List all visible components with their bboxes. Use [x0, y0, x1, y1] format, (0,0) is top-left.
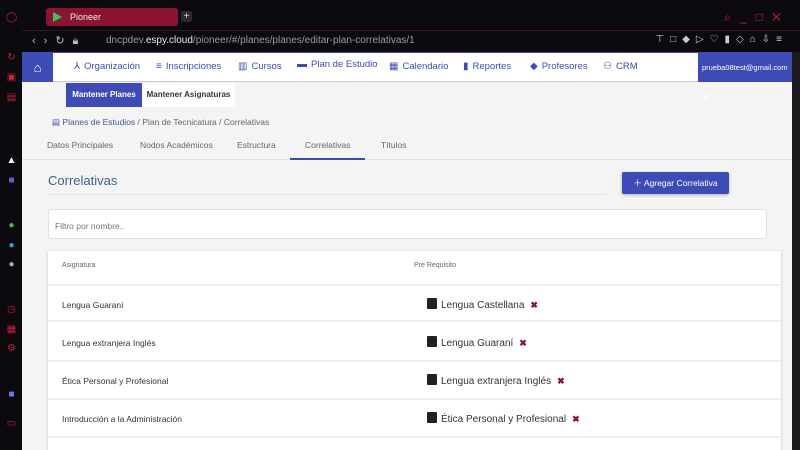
clock-icon[interactable]: ◷ [7, 304, 16, 315]
table-row: Ética Personal y Profesional Lengua extra… [48, 362, 781, 400]
refresh-icon[interactable]: ↻ [7, 52, 16, 63]
remove-icon[interactable]: ✖ [530, 300, 538, 310]
table-row: Lengua extranjera Inglés Lengua Guaraní ✖ [48, 324, 781, 362]
menu-plan-estudio[interactable]: ▬ Plan de Estudio [297, 59, 378, 70]
tabs: Datos Principales Nodos Académicos Estru… [22, 140, 792, 160]
column-header: Asignatura [62, 262, 96, 269]
subnav-mantener-asignaturas[interactable]: Mantener Asignaturas [142, 83, 235, 107]
scrollbar[interactable] [792, 52, 800, 450]
calendar-icon: ▦ [389, 61, 399, 72]
bitwarden-icon[interactable]: ■ [8, 389, 15, 400]
app-header: ⌂ ⅄ Organización ≡ Inscripciones ▥ Cursos ▬… [22, 52, 792, 101]
table-row: Lengua Guaraní Lengua Castellana ✖ [48, 284, 781, 322]
settings-icon[interactable]: ⚙ [7, 343, 16, 354]
breadcrumb-planes[interactable]: Planes de Estudios [62, 117, 136, 127]
list-icon: ▤ [52, 117, 61, 127]
bar-chart-icon: ▮ [463, 61, 469, 72]
toolbar-icons[interactable]: ⊤□◆▷♡▮◇⌂⇩≡ [655, 34, 788, 45]
remove-icon[interactable]: ✖ [519, 338, 527, 348]
more-icon[interactable]: ▭ [6, 418, 17, 429]
breadcrumb: ▤ Planes de Estudios / Plan de Tecnicatu… [52, 117, 270, 127]
correlativas-table: Asignatura Pre Requisito Lengua Guaraní L… [48, 251, 781, 450]
cards-icon: ◆ [530, 61, 538, 72]
browser-sidebar: ◯ ↻ ▣ ▤ ▲ ■ ● ● ● ◷ ▦ ⚙ ■ ▭ [0, 0, 22, 450]
wallet-icon[interactable]: ▤ [6, 92, 17, 103]
bag-icon[interactable]: ▣ [6, 72, 17, 83]
menu-calendario[interactable]: ▦ Calendario [389, 61, 449, 72]
page-title: Correlativas [48, 173, 606, 195]
clipboard-icon [427, 298, 437, 309]
checklist-icon: ≡ [156, 61, 162, 72]
pioneer-favicon-icon [53, 12, 62, 22]
menu-organizacion[interactable]: ⅄ Organización [74, 61, 141, 72]
download-icon[interactable]: ▦ [6, 324, 17, 335]
tab-bar: Pioneer + ⌕_□✕ [22, 0, 800, 32]
breadcrumb-plan[interactable]: Plan de Tecnicatura [142, 117, 217, 127]
clipboard-icon [427, 412, 437, 423]
user-menu[interactable]: prueba08test@gmail.com ⚙ [698, 53, 792, 101]
whatsapp-icon[interactable]: ● [8, 220, 15, 231]
tab-datos-principales[interactable]: Datos Principales [47, 140, 114, 150]
telegram-icon[interactable]: ● [8, 240, 15, 251]
tab-title: Pioneer [70, 12, 102, 22]
remove-icon[interactable]: ✖ [572, 414, 580, 424]
column-header: Pre Requisito [414, 262, 457, 269]
plan-icon: ▬ [297, 59, 307, 70]
address-bar: ‹›↻🔒︎ dncpdev.espy.cloud/pioneer/#/plane… [22, 30, 800, 52]
subnav-mantener-planes[interactable]: Mantener Planes [66, 83, 142, 107]
people-icon: ⚇ [603, 61, 612, 72]
nav-buttons[interactable]: ‹›↻🔒︎ [32, 35, 87, 47]
menu-crm[interactable]: ⚇ CRM [603, 61, 638, 72]
opera-logo-icon[interactable]: ◯ [6, 12, 18, 23]
url-field[interactable]: dncpdev.espy.cloud/pioneer/#/planes/plan… [106, 35, 415, 46]
home-button[interactable]: ⌂ [22, 53, 53, 82]
tab-estructura[interactable]: Estructura [237, 140, 276, 150]
clipboard-icon [427, 336, 437, 347]
tab-titulos[interactable]: Títulos [381, 140, 407, 150]
menu-reportes[interactable]: ▮ Reportes [463, 61, 512, 72]
menu-cursos[interactable]: ▥ Cursos [238, 61, 282, 72]
new-tab-button[interactable]: + [181, 11, 192, 22]
menu-profesores[interactable]: ◆ Profesores [530, 61, 588, 72]
add-correlativa-button[interactable]: ＋ Agregar Correlativa [622, 172, 729, 194]
menu-inscripciones[interactable]: ≡ Inscripciones [156, 61, 222, 72]
breadcrumb-current: Correlativas [223, 117, 270, 127]
browser-tab[interactable]: Pioneer [46, 8, 178, 26]
filter-input[interactable]: Filtro por nombre.. [48, 209, 767, 239]
table-row: Introducción a la Administración Ética Pe… [48, 400, 781, 438]
organization-icon: ⅄ [74, 61, 81, 72]
app-icon[interactable]: ▲ [6, 155, 17, 166]
discord-icon[interactable]: ● [8, 259, 15, 270]
tab-nodos-academicos[interactable]: Nodos Académicos [140, 140, 213, 150]
app-icon[interactable]: ■ [8, 175, 15, 186]
book-icon: ▥ [238, 61, 248, 72]
app-page: ⌂ ⅄ Organización ≡ Inscripciones ▥ Cursos ▬… [22, 52, 792, 450]
clipboard-icon [427, 374, 437, 385]
remove-icon[interactable]: ✖ [557, 376, 565, 386]
window-controls[interactable]: ⌕_□✕ [724, 10, 790, 24]
tab-correlativas[interactable]: Correlativas [290, 140, 366, 160]
